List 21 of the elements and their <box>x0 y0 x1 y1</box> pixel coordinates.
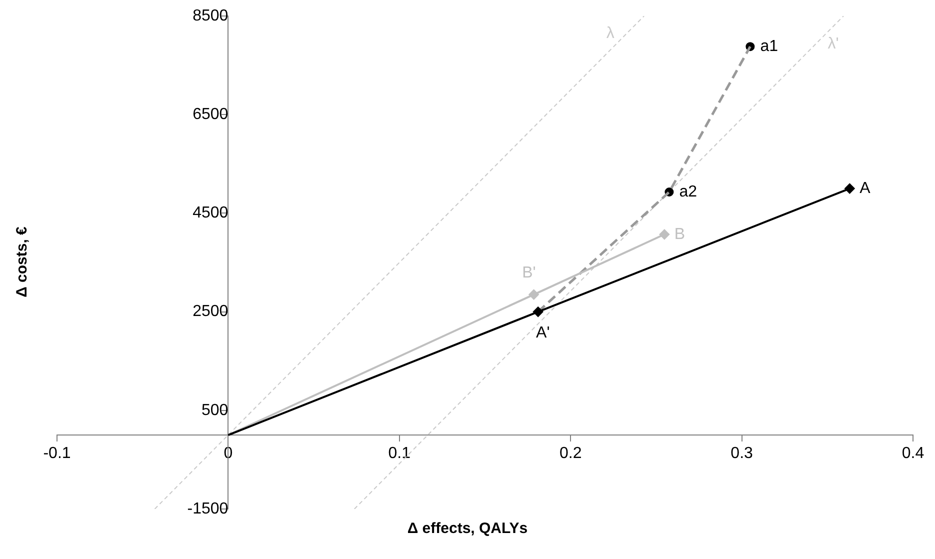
y-tick-label: 4500 <box>192 204 228 222</box>
x-tick-label: 0.1 <box>388 445 411 462</box>
x-tick-label: 0.4 <box>902 445 924 462</box>
point <box>844 184 855 194</box>
annotation: A <box>860 180 871 197</box>
point <box>659 229 670 240</box>
x-axis-title: Δ effects, QALYs <box>406 520 529 537</box>
y-axis-title: Δ costs, € <box>14 226 30 298</box>
y-tick-label: 2500 <box>192 303 228 320</box>
x-tick-label: 0.2 <box>559 445 582 462</box>
y-tick-label: 6500 <box>192 106 228 124</box>
annotation: B' <box>522 264 536 282</box>
y-tick-label: -1500 <box>187 500 228 518</box>
annotation: a1 <box>760 38 778 55</box>
annotation: a2 <box>679 183 698 200</box>
x-tick-label: -0.1 <box>43 445 71 462</box>
x-tick-label: 0.3 <box>730 445 754 462</box>
y-tick-label: 500 <box>201 402 228 419</box>
y-tick-label: 8500 <box>192 7 228 24</box>
annotation: B <box>674 226 686 243</box>
annotation: A' <box>536 324 550 342</box>
